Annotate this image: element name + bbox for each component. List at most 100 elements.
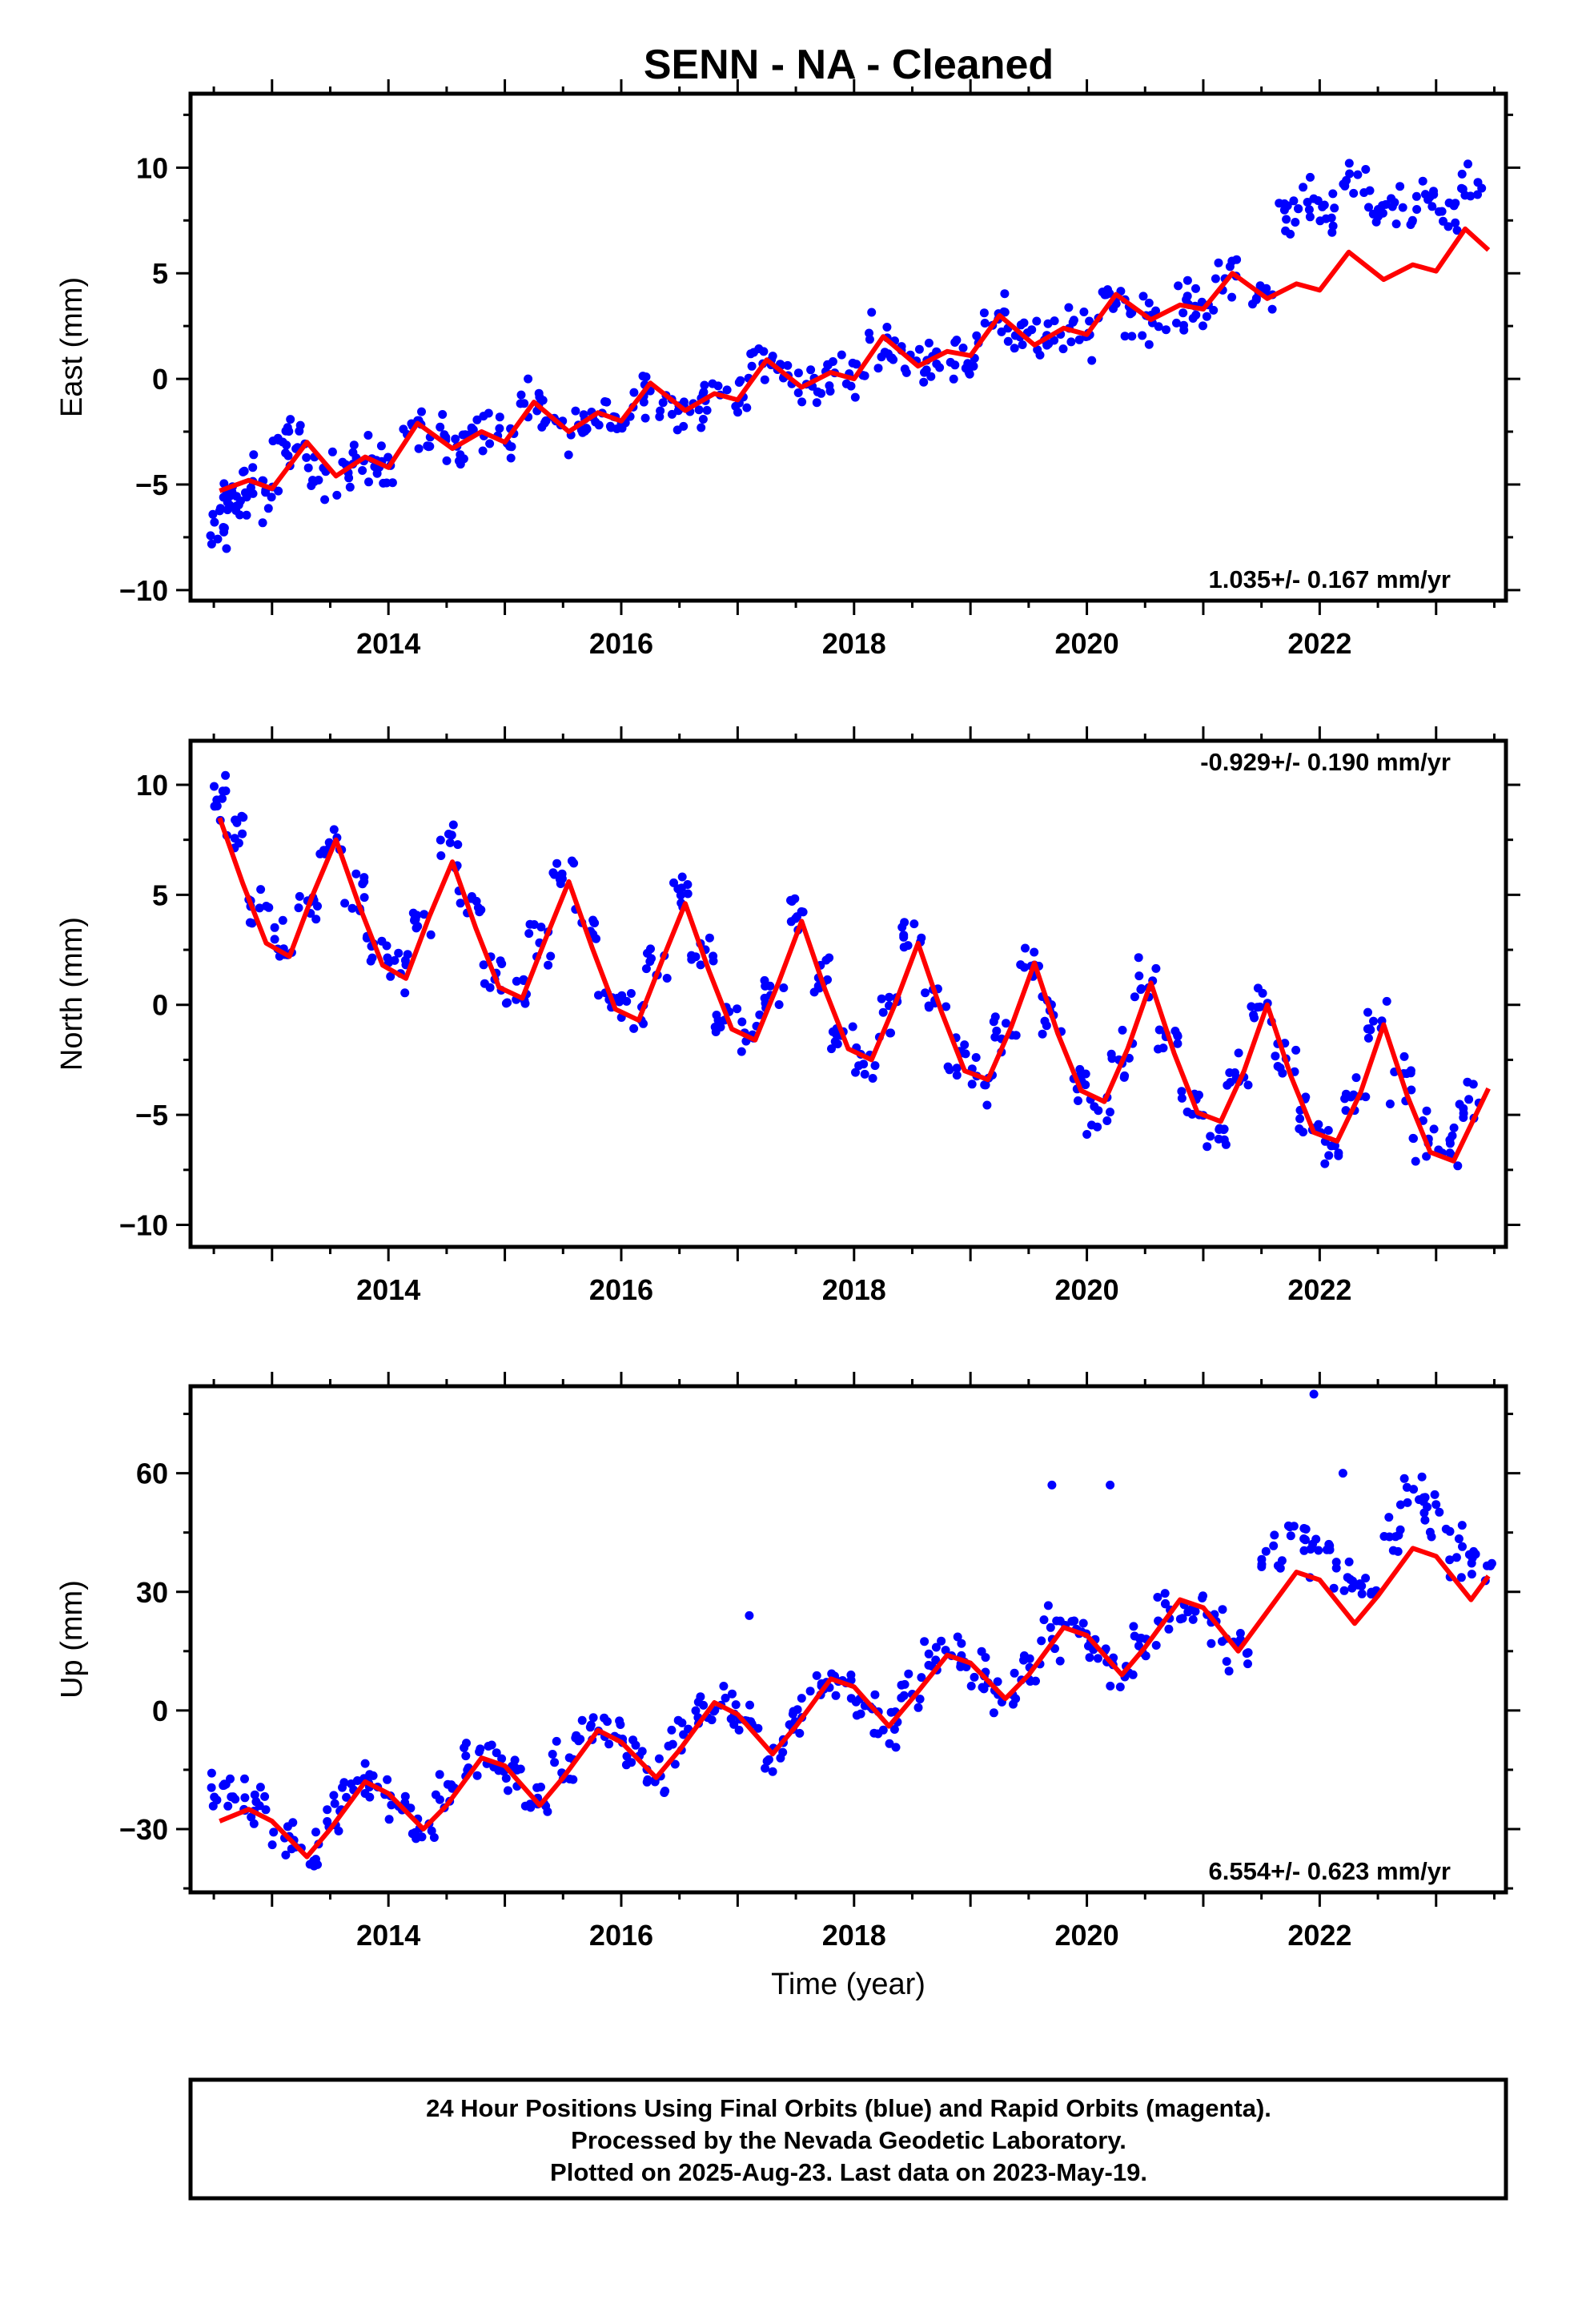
data-point — [406, 1803, 416, 1813]
data-point — [313, 902, 322, 911]
data-point — [942, 1002, 951, 1011]
data-point — [952, 1071, 962, 1080]
data-point — [945, 1065, 954, 1075]
data-point — [1361, 1092, 1371, 1102]
data-point — [365, 1792, 375, 1802]
data-point — [966, 1681, 976, 1691]
data-point — [1301, 1525, 1311, 1534]
data-point — [946, 357, 955, 367]
data-point — [399, 424, 408, 434]
data-point — [1320, 1159, 1330, 1168]
y-tick-label: 0 — [152, 989, 168, 1022]
data-point — [980, 319, 990, 328]
data-point — [1261, 1546, 1271, 1556]
data-point — [1327, 213, 1336, 223]
data-point — [327, 447, 337, 456]
data-point — [546, 951, 556, 961]
data-point — [472, 415, 482, 424]
data-point — [286, 415, 295, 424]
data-point — [1330, 203, 1339, 213]
data-point — [1291, 218, 1300, 227]
data-point — [1334, 1151, 1343, 1160]
data-point — [1020, 963, 1029, 972]
x-tick-label: 2014 — [356, 1273, 420, 1306]
data-point — [1399, 1474, 1409, 1483]
data-point — [1129, 1622, 1138, 1631]
data-point — [683, 889, 693, 899]
data-point — [1153, 1593, 1162, 1602]
data-point — [1050, 316, 1059, 326]
data-point — [497, 1754, 507, 1763]
data-point — [569, 858, 579, 868]
data-point — [1281, 226, 1291, 235]
data-point — [1411, 191, 1421, 201]
rate-annotation: 6.554+/- 0.623 mm/yr — [1209, 1857, 1451, 1885]
data-point — [1250, 1013, 1259, 1023]
data-point — [1314, 1120, 1323, 1129]
data-point — [1418, 176, 1427, 186]
data-point — [1218, 1605, 1227, 1614]
data-point — [288, 1818, 298, 1827]
data-point — [342, 1792, 351, 1802]
data-point — [885, 1028, 895, 1038]
data-point — [1154, 1025, 1164, 1035]
data-point — [1427, 202, 1437, 211]
data-point — [295, 426, 304, 436]
data-point — [1137, 984, 1146, 993]
data-point — [1305, 212, 1315, 222]
data-point — [1453, 1161, 1463, 1171]
data-point — [1002, 1019, 1010, 1028]
outlier-point — [1047, 1480, 1057, 1490]
data-point — [889, 1725, 899, 1734]
data-point — [971, 1053, 981, 1062]
data-point — [1457, 169, 1467, 179]
data-point — [485, 983, 495, 992]
data-point — [255, 1783, 265, 1792]
data-point — [1420, 1515, 1430, 1525]
y-tick-label: 5 — [152, 879, 168, 911]
y-tick-label: 30 — [136, 1576, 168, 1609]
data-point — [344, 473, 354, 483]
data-point — [1407, 1085, 1416, 1095]
data-point — [1134, 1634, 1144, 1643]
data-point — [242, 510, 251, 520]
data-point — [932, 359, 942, 368]
data-point — [495, 412, 504, 422]
data-point — [646, 944, 655, 954]
data-point — [255, 1801, 264, 1811]
data-point — [1127, 332, 1137, 341]
data-point — [1106, 1049, 1116, 1059]
data-point — [323, 1805, 332, 1815]
data-point — [1130, 992, 1139, 1002]
data-point — [721, 1693, 730, 1703]
data-point — [588, 915, 598, 925]
y-tick-label: 10 — [136, 151, 168, 184]
data-point — [1487, 1558, 1496, 1568]
data-point — [798, 907, 808, 917]
data-point — [278, 915, 287, 925]
data-point — [1466, 191, 1476, 201]
data-point — [268, 436, 278, 446]
data-point — [358, 466, 367, 475]
data-point — [516, 390, 526, 400]
data-point — [1203, 1142, 1212, 1152]
data-point — [1458, 1542, 1467, 1551]
data-point — [1039, 1615, 1049, 1625]
outlier-point — [1338, 1469, 1347, 1478]
data-point — [479, 960, 488, 970]
data-point — [429, 1833, 439, 1842]
data-point — [1151, 1641, 1161, 1650]
data-point — [525, 1799, 535, 1809]
data-point — [797, 397, 807, 407]
data-point — [1473, 178, 1483, 187]
data-point — [1069, 316, 1078, 325]
data-point — [640, 413, 650, 423]
data-point — [1109, 304, 1118, 313]
data-point — [707, 1715, 717, 1725]
data-point — [564, 450, 573, 460]
data-point — [859, 1059, 869, 1069]
data-point — [400, 988, 410, 998]
data-point — [1311, 1534, 1321, 1544]
data-point — [548, 1750, 557, 1759]
data-point — [886, 1707, 896, 1717]
